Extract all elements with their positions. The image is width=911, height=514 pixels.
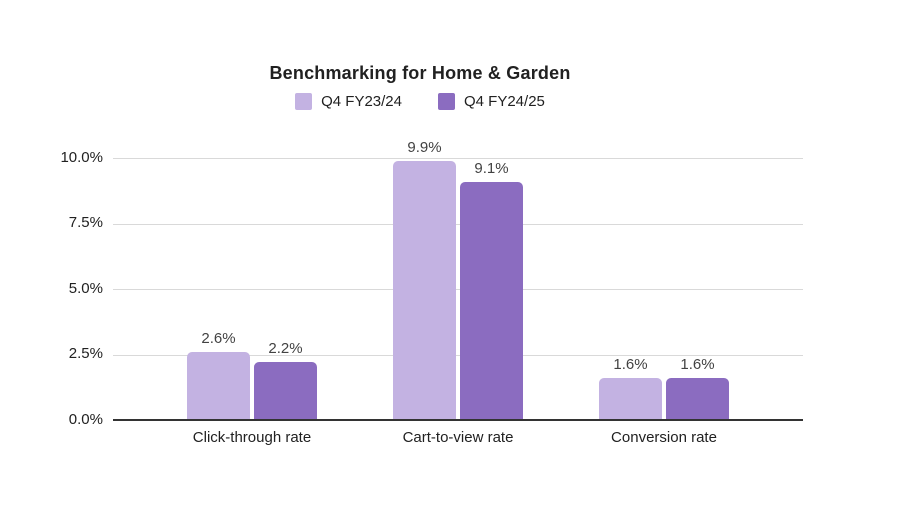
bar-group-conversion-rate: 1.6% 1.6% xyxy=(599,158,729,420)
x-axis-label-click-through-rate: Click-through rate xyxy=(192,429,312,446)
bar-value-label: 9.9% xyxy=(407,138,442,156)
bar-value-label: 1.6% xyxy=(613,356,648,374)
gridline-10 xyxy=(113,158,803,159)
bar-value-label: 9.1% xyxy=(474,159,509,177)
y-axis-tick-5: 5.0% xyxy=(68,280,103,297)
gridline-2-5 xyxy=(113,354,803,356)
plot-area xyxy=(113,158,803,421)
x-axis-label-conversion-rate: Conversion rate xyxy=(611,429,717,446)
chart-title: Benchmarking for Home & Garden xyxy=(269,63,571,83)
legend-label: Q4 FY24/25 xyxy=(464,93,545,110)
bar-value-label: 2.6% xyxy=(201,329,236,347)
legend-swatch-q4-fy24-25 xyxy=(438,93,455,110)
bar-value-label: 1.6% xyxy=(680,356,715,374)
bar-group-click-through-rate: 2.6% 2.2% xyxy=(187,158,317,420)
legend-swatch-q4-fy23-24 xyxy=(295,93,313,110)
legend-item-q4-fy23-24: Q4 FY23/24 xyxy=(295,93,402,110)
bar-q4-fy23-24-cart-to-view: 9.9% xyxy=(393,139,456,420)
gridline-7-5 xyxy=(113,223,803,225)
y-axis-tick-0: 0.0% xyxy=(68,411,103,428)
bar-group-cart-to-view-rate: 9.9% 9.1% xyxy=(393,139,523,420)
chart-legend: Q4 FY23/24 Q4 FY24/25 xyxy=(0,93,840,110)
legend-item-q4-fy24-25: Q4 FY24/25 xyxy=(438,93,545,110)
y-axis-tick-10: 10.0% xyxy=(60,149,103,166)
y-axis-tick-2-5: 2.5% xyxy=(68,345,103,362)
bar-q4-fy23-24-conversion: 1.6% xyxy=(599,356,662,420)
bar-q4-fy24-25-cart-to-view: 9.1% xyxy=(460,160,523,420)
bar-q4-fy24-25-click-through: 2.2% xyxy=(254,340,317,420)
y-axis-tick-7-5: 7.5% xyxy=(68,214,103,231)
legend-label: Q4 FY23/24 xyxy=(321,93,402,110)
bar-q4-fy24-25-conversion: 1.6% xyxy=(666,356,729,420)
x-axis-label-cart-to-view-rate: Cart-to-view rate xyxy=(402,429,514,446)
gridline-5 xyxy=(113,289,803,290)
bar-value-label: 2.2% xyxy=(268,340,303,358)
x-axis-baseline xyxy=(113,419,803,421)
bar-q4-fy23-24-click-through: 2.6% xyxy=(187,330,250,420)
